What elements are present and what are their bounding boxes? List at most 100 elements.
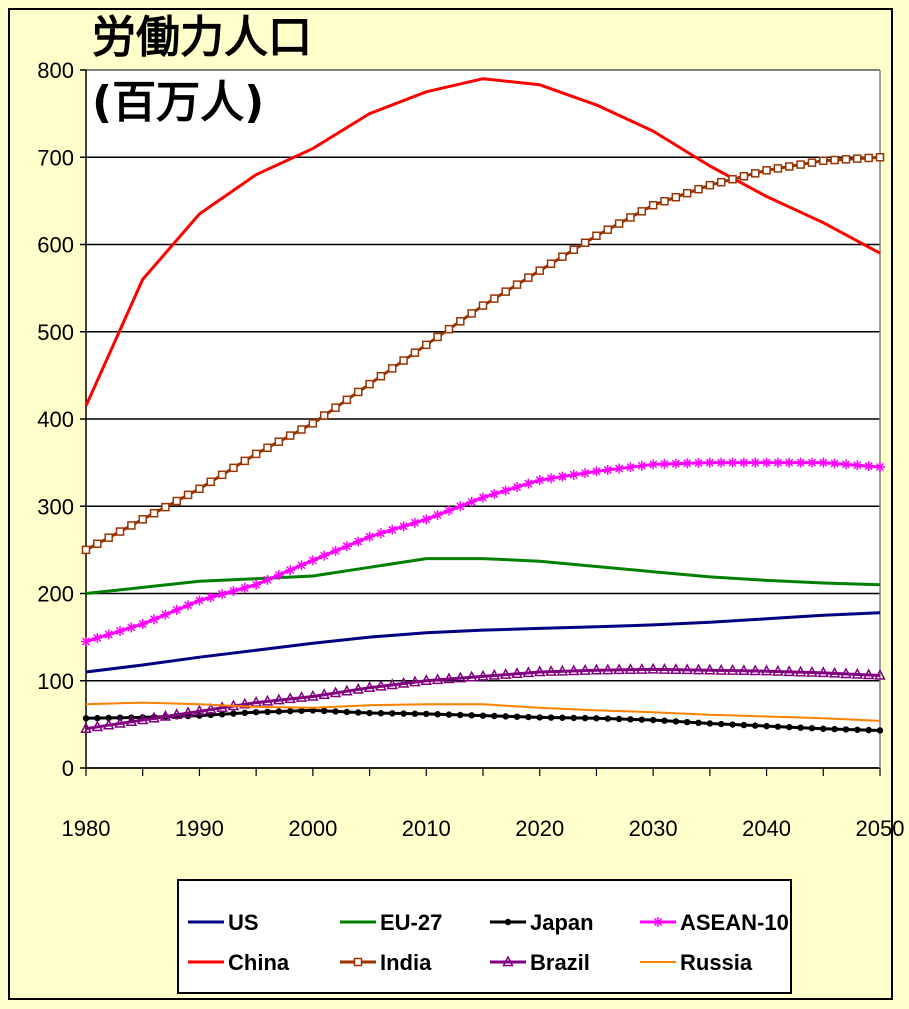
data-point: [397, 676, 410, 688]
data-point: [851, 667, 864, 679]
data-point: [136, 713, 149, 725]
data-point: [330, 545, 341, 556]
y-tick-labels: 0 100 200 300 400 500 600 700 800: [37, 58, 74, 781]
legend-label: Russia: [680, 950, 753, 975]
data-point: [727, 457, 738, 468]
data-point: [465, 670, 478, 682]
data-point: [239, 582, 250, 593]
data-point: [93, 539, 102, 549]
data-point: [148, 711, 160, 723]
data-point: [511, 667, 523, 679]
data-point: [409, 675, 421, 687]
data-point: [545, 665, 557, 676]
data-point: [171, 604, 182, 615]
legend-label: US: [228, 910, 259, 935]
data-point: [750, 457, 761, 468]
chart-title: 労働力人口 (百万人): [92, 12, 312, 128]
data-point: [114, 716, 126, 728]
data-point: [522, 666, 535, 678]
x-tick-label: 2050: [856, 816, 905, 841]
legend-item: Japan: [490, 910, 594, 935]
data-point: [444, 324, 454, 334]
data-point: [752, 722, 759, 729]
data-point: [352, 682, 364, 694]
data-point: [647, 662, 659, 674]
data-point: [705, 180, 715, 190]
data-point: [739, 172, 749, 181]
data-point: [682, 458, 693, 469]
data-point: [125, 715, 138, 727]
data-point: [80, 722, 92, 733]
data-point: [91, 720, 104, 732]
data-point: [275, 708, 283, 715]
data-point: [649, 716, 657, 724]
data-point: [794, 665, 807, 677]
data-point: [228, 586, 239, 597]
data-point: [761, 457, 772, 468]
data-point: [728, 174, 737, 184]
data-point: [738, 664, 750, 676]
legend-item: Russia: [640, 950, 753, 975]
series-china: [84, 77, 881, 407]
data-point: [627, 716, 634, 723]
data-point: [875, 153, 885, 162]
data-point: [195, 484, 204, 494]
data-point: [388, 364, 397, 373]
data-point: [468, 712, 475, 719]
data-point: [875, 461, 885, 472]
data-point: [534, 475, 545, 486]
data-point: [343, 708, 351, 716]
data-point: [603, 225, 613, 234]
data-point: [533, 665, 546, 677]
data-point: [479, 712, 487, 719]
data-point: [715, 663, 727, 675]
data-point: [786, 723, 793, 731]
legend-label: India: [380, 950, 432, 975]
data-point: [624, 663, 637, 675]
data-point: [194, 595, 205, 606]
data-point: [865, 726, 872, 734]
y-tick-label: 0: [62, 756, 74, 781]
data-point: [557, 471, 568, 482]
data-point: [309, 707, 317, 714]
data-point: [670, 663, 682, 675]
data-point: [161, 502, 170, 512]
series-russia: [85, 701, 881, 722]
data-point: [466, 496, 477, 507]
data-point: [421, 514, 432, 525]
data-point: [637, 207, 647, 216]
data-point: [547, 714, 555, 721]
data-point: [828, 666, 841, 678]
series-line: [84, 77, 881, 407]
data-point: [217, 470, 227, 480]
data-point: [580, 468, 591, 479]
data-point: [876, 727, 884, 734]
data-point: [423, 710, 430, 718]
data-point: [716, 457, 727, 468]
x-tick-label: 2000: [288, 816, 337, 841]
data-point: [694, 184, 703, 194]
data-point: [693, 457, 704, 468]
data-point: [592, 231, 601, 241]
data-point: [784, 457, 795, 468]
data-point: [604, 715, 611, 722]
data-point: [431, 673, 444, 685]
series-lines: [80, 77, 886, 734]
data-point: [523, 478, 534, 489]
data-point: [454, 671, 467, 683]
data-point: [82, 715, 90, 722]
data-point: [149, 508, 159, 518]
data-point: [638, 716, 645, 723]
data-point: [81, 636, 91, 647]
data-point: [105, 714, 112, 722]
data-point: [738, 457, 749, 468]
data-point: [420, 674, 433, 685]
data-point: [432, 509, 443, 520]
y-tick-label: 700: [37, 145, 74, 170]
x-tick-label: 2020: [515, 816, 564, 841]
data-point: [695, 719, 702, 727]
x-tick-label: 2040: [742, 816, 791, 841]
data-point: [205, 592, 216, 603]
data-point: [273, 693, 285, 705]
data-point: [614, 219, 624, 228]
